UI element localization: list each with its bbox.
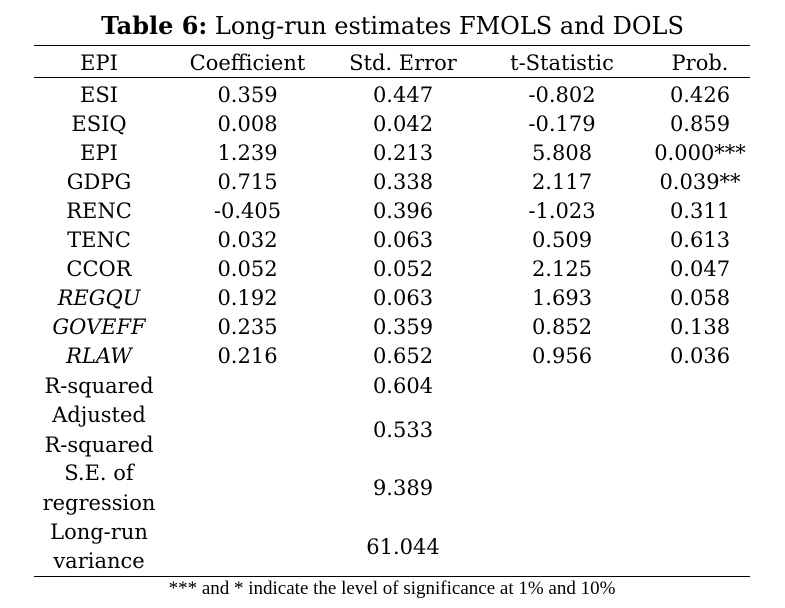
header-prob: Prob. (671, 51, 729, 75)
row-esi-std-error: 0.447 (372, 83, 434, 107)
row-ccor-t-statistic: 2.125 (531, 257, 593, 281)
table-caption: Long-run estimates FMOLS and DOLS (207, 12, 684, 40)
stat-adj-r-squared-value: 0.533 (372, 418, 434, 442)
row-goveff-t-statistic: 0.852 (531, 315, 593, 339)
stat-r-squared-value: 0.604 (372, 374, 434, 398)
header-epi: EPI (80, 51, 118, 75)
stat-adj-r-squared-label-line2: R-squared (44, 433, 154, 457)
row-regqu-prob: 0.058 (669, 286, 731, 310)
row-esi-variable: ESI (79, 83, 118, 107)
row-esi-coefficient: 0.359 (217, 83, 278, 107)
table-title: Table 6: Long-run estimates FMOLS and DO… (0, 10, 785, 42)
stat-long-run-variance-value: 61.044 (366, 535, 440, 559)
row-gdpg-std-error: 0.338 (372, 170, 434, 194)
stat-se-regression-label-line1: S.E. of (64, 461, 134, 485)
row-ccor-std-error: 0.052 (372, 257, 434, 281)
row-tenc-prob: 0.613 (669, 228, 731, 252)
row-tenc-t-statistic: 0.509 (531, 228, 593, 252)
row-goveff-prob: 0.138 (669, 315, 731, 339)
row-gdpg-variable: GDPG (66, 170, 132, 194)
row-gdpg-prob: 0.039** (659, 170, 741, 194)
stat-long-run-variance-label-line1: Long-run (50, 520, 148, 544)
table-footnote: *** and * indicate the level of signific… (168, 578, 616, 599)
row-esiq-std-error: 0.042 (372, 112, 434, 136)
row-tenc-coefficient: 0.032 (217, 228, 278, 252)
row-tenc-variable: TENC (67, 228, 131, 252)
row-ccor-variable: CCOR (66, 257, 132, 281)
stat-r-squared-label: R-squared (44, 374, 154, 398)
table-number: Table 6: (101, 11, 208, 40)
row-renc-variable: RENC (66, 199, 132, 223)
row-regqu-coefficient: 0.192 (217, 286, 278, 310)
row-renc-t-statistic: -1.023 (528, 199, 596, 223)
row-rlaw-variable: RLAW (66, 344, 132, 368)
row-esiq-t-statistic: -0.179 (528, 112, 596, 136)
header-coefficient: Coefficient (189, 51, 306, 75)
top-rule (34, 45, 750, 46)
stat-se-regression-value: 9.389 (372, 476, 434, 500)
row-renc-std-error: 0.396 (372, 199, 434, 223)
row-renc-prob: 0.311 (669, 199, 731, 223)
stat-adj-r-squared-label-line1: Adjusted (52, 403, 146, 427)
row-ccor-prob: 0.047 (669, 257, 731, 281)
header-t-statistic: t-Statistic (510, 51, 614, 75)
row-esiq-variable: ESIQ (71, 112, 127, 136)
row-tenc-std-error: 0.063 (372, 228, 434, 252)
row-goveff-variable: GOVEFF (52, 315, 146, 339)
row-gdpg-coefficient: 0.715 (217, 170, 278, 194)
row-esi-t-statistic: -0.802 (528, 83, 596, 107)
row-esiq-coefficient: 0.008 (217, 112, 278, 136)
row-rlaw-t-statistic: 0.956 (531, 344, 593, 368)
row-regqu-t-statistic: 1.693 (531, 286, 593, 310)
row-epi-coefficient: 1.239 (217, 141, 278, 165)
row-rlaw-std-error: 0.652 (372, 344, 434, 368)
row-goveff-std-error: 0.359 (372, 315, 434, 339)
row-epi-variable: EPI (80, 141, 118, 165)
header-rule (34, 77, 750, 78)
bottom-rule (34, 576, 750, 577)
row-ccor-coefficient: 0.052 (217, 257, 278, 281)
row-esi-prob: 0.426 (669, 83, 731, 107)
header-std-error: Std. Error (349, 51, 457, 75)
stat-long-run-variance-label-line2: variance (53, 549, 145, 573)
row-epi-prob: 0.000*** (654, 141, 746, 165)
row-rlaw-prob: 0.036 (669, 344, 731, 368)
row-rlaw-coefficient: 0.216 (217, 344, 278, 368)
row-goveff-coefficient: 0.235 (217, 315, 278, 339)
row-regqu-variable: REGQU (57, 286, 141, 310)
stat-se-regression-label-line2: regression (42, 491, 156, 515)
row-esiq-prob: 0.859 (669, 112, 731, 136)
row-regqu-std-error: 0.063 (372, 286, 434, 310)
row-epi-std-error: 0.213 (372, 141, 434, 165)
row-epi-t-statistic: 5.808 (531, 141, 593, 165)
row-gdpg-t-statistic: 2.117 (531, 170, 593, 194)
row-renc-coefficient: -0.405 (213, 199, 282, 223)
